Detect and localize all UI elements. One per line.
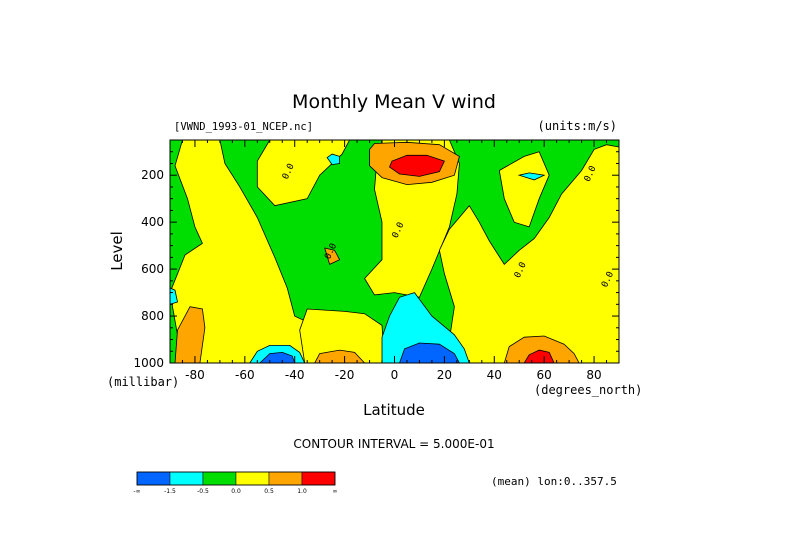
units-label: (units:m/s) <box>538 119 617 133</box>
x-tick-label: -40 <box>285 368 305 382</box>
x-tick-label: 40 <box>487 368 502 382</box>
colorbar-swatch <box>268 471 303 486</box>
y-tick-label: 600 <box>141 262 164 276</box>
x-axis-label: Latitude <box>363 401 425 419</box>
y-tick-label: 400 <box>141 215 164 229</box>
colorbar-swatch <box>136 471 171 486</box>
colorbar-label: ∞ <box>333 488 338 495</box>
contour-region-10 <box>503 335 580 363</box>
contour-region-13 <box>523 349 555 363</box>
contour-region-8 <box>174 306 206 363</box>
x-tick-label: -20 <box>335 368 355 382</box>
contour-region-16 <box>326 153 341 166</box>
colorbar-swatch <box>301 471 336 486</box>
contour-region-6 <box>498 151 550 228</box>
contour-region-2 <box>256 140 351 207</box>
colorbar-swatch <box>169 471 204 486</box>
y-axis-label: Level <box>108 231 126 271</box>
x-tick-label: 20 <box>437 368 452 382</box>
x-tick-labels: -80 -60 -40 -20 0 20 40 60 80 <box>185 368 602 382</box>
colorbar-label: 0.0 <box>231 488 241 495</box>
contour-interval-note: CONTOUR INTERVAL = 5.000E-01 <box>293 437 494 451</box>
contour-region-20 <box>259 351 296 363</box>
y-tick-labels: 200 400 600 800 1000 <box>133 168 164 370</box>
x-tick-label: -80 <box>185 368 205 382</box>
y-units-label: (millibar) <box>107 375 179 389</box>
x-tick-label: 0 <box>391 368 399 382</box>
contour-region-11 <box>324 247 341 265</box>
contour-region-14 <box>381 292 470 363</box>
x-tick-label: -60 <box>235 368 255 382</box>
colorbar-label: -∞ <box>133 488 140 495</box>
colorbar-swatch <box>235 471 270 486</box>
dataset-label: [VWND_1993-01_NCEP.nc] <box>174 121 313 133</box>
contour-region-17 <box>517 172 546 181</box>
chart-title: Monthly Mean V wind <box>292 91 496 113</box>
colorbar-label: 1.0 <box>297 488 307 495</box>
colorbar-label: 0.5 <box>264 488 274 495</box>
x-tick-label: 60 <box>537 368 552 382</box>
colorbar-label: -1.5 <box>164 488 176 495</box>
y-tick-label: 800 <box>141 309 164 323</box>
colorbar: -∞ -1.5 -0.5 0.0 0.5 1.0 ∞ <box>133 471 338 495</box>
mean-note: (mean) lon:0..357.5 <box>491 475 617 488</box>
x-tick-label: 80 <box>586 368 601 382</box>
y-tick-label: 200 <box>141 168 164 182</box>
contour-fills <box>170 140 619 363</box>
axis-ticks <box>169 140 620 364</box>
contour-region-12 <box>389 154 445 177</box>
contour-region-9 <box>314 349 366 363</box>
x-units-label: (degrees_north) <box>534 383 642 397</box>
colorbar-swatch <box>202 471 237 486</box>
y-tick-label: 1000 <box>133 356 164 370</box>
colorbar-label: -0.5 <box>197 488 209 495</box>
contour-region-18 <box>170 287 178 305</box>
colorbar-frame <box>136 471 336 486</box>
contour-region-5 <box>438 144 619 363</box>
